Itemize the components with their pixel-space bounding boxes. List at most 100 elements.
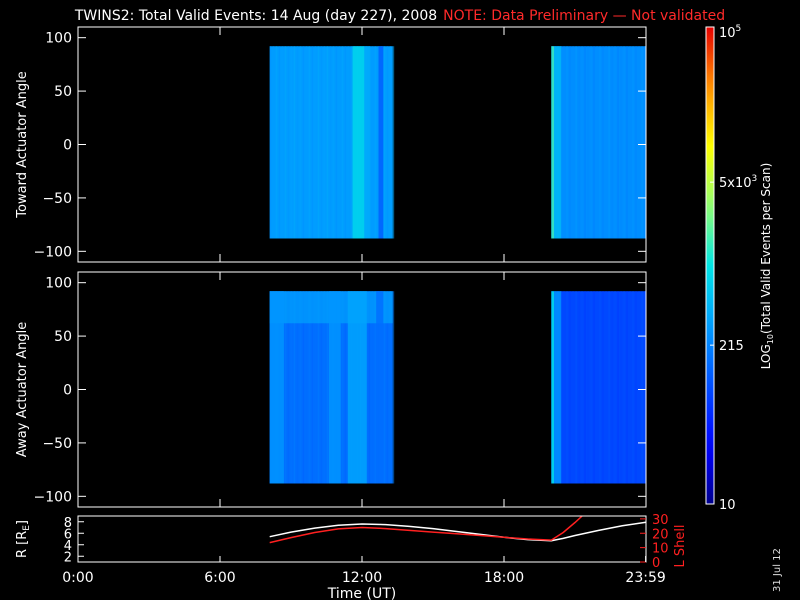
orbit-ytick-left-label: 2 xyxy=(64,550,72,565)
toward-texture-column xyxy=(311,46,314,239)
toward-texture-column xyxy=(326,46,329,239)
toward-texture-column xyxy=(590,46,592,239)
orbit-ytick-right-label: 10 xyxy=(652,542,669,557)
toward-ylabel: Toward Actuator Angle xyxy=(15,71,30,218)
toward-texture-column xyxy=(383,46,386,239)
away-texture-column xyxy=(572,291,574,484)
away-stripe-1-1 xyxy=(554,291,562,484)
colorbar-tick-label: 215 xyxy=(719,339,744,354)
away-texture-column xyxy=(284,291,287,484)
toward-texture-column xyxy=(386,46,389,239)
toward-texture-column xyxy=(284,46,287,239)
toward-texture-column xyxy=(317,46,320,239)
away-texture-column xyxy=(326,291,329,484)
away-texture-column xyxy=(644,291,646,484)
away-texture-column xyxy=(296,291,299,484)
toward-texture-column xyxy=(335,46,338,239)
toward-texture-column xyxy=(614,46,616,239)
away-texture-column xyxy=(320,291,323,484)
away-texture-column xyxy=(614,291,616,484)
away-texture-column xyxy=(566,291,568,484)
away-texture-column xyxy=(389,291,392,484)
away-texture-column xyxy=(617,291,619,484)
away-texture-column xyxy=(563,291,565,484)
away-texture-column xyxy=(608,291,610,484)
toward-texture-column xyxy=(371,46,374,239)
orbit-ytick-right-label: 0 xyxy=(652,556,660,571)
away-texture-column xyxy=(602,291,604,484)
toward-texture-column xyxy=(341,46,344,239)
away-stripe-1-0 xyxy=(551,291,555,484)
away-stripe-0-3 xyxy=(376,291,384,484)
toward-texture-column xyxy=(638,46,640,239)
away-texture-column xyxy=(596,291,598,484)
toward-ytick-label: 100 xyxy=(45,31,72,47)
orbit-ytick-left-label: 4 xyxy=(64,539,72,554)
toward-texture-column xyxy=(623,46,625,239)
colorbar-tick-label: 5x103 xyxy=(719,174,757,191)
plot-datestamp: 31 Jul 12 xyxy=(772,548,783,592)
toward-texture-column xyxy=(629,46,631,239)
toward-texture-column xyxy=(290,46,293,239)
away-texture-column xyxy=(299,291,302,484)
toward-texture-column xyxy=(575,46,577,239)
away-texture-column xyxy=(638,291,640,484)
away-texture-column xyxy=(302,291,305,484)
toward-texture-column xyxy=(578,46,580,239)
toward-texture-column xyxy=(602,46,604,239)
away-texture-column xyxy=(308,291,311,484)
toward-ytick-label: −50 xyxy=(42,191,72,207)
toward-texture-column xyxy=(626,46,628,239)
away-texture-column xyxy=(383,291,386,484)
toward-stripe-0-2 xyxy=(378,46,384,239)
toward-ytick-label: −100 xyxy=(34,244,72,260)
orbit-xtick-label: 0:00 xyxy=(62,570,93,586)
away-ytick-label: −50 xyxy=(42,436,72,452)
toward-texture-column xyxy=(338,46,341,239)
orbit-xtick-label: 23:59 xyxy=(625,570,665,586)
chart-title: TWINS2: Total Valid Events: 14 Aug (day … xyxy=(74,8,438,24)
toward-texture-column xyxy=(584,46,586,239)
away-texture-column xyxy=(593,291,595,484)
toward-texture-column xyxy=(350,46,353,239)
toward-texture-column xyxy=(302,46,305,239)
orbit-xtick-label: 18:00 xyxy=(484,570,524,586)
toward-texture-column xyxy=(281,46,284,239)
away-texture-column xyxy=(344,291,347,484)
toward-texture-column xyxy=(389,46,392,239)
toward-block-1 xyxy=(551,46,646,239)
away-texture-column xyxy=(578,291,580,484)
toward-texture-column xyxy=(596,46,598,239)
toward-texture-column xyxy=(347,46,350,239)
away-texture-column xyxy=(371,291,374,484)
toward-texture-column xyxy=(275,46,278,239)
orbit-ytick-right-label: 30 xyxy=(652,513,669,528)
away-texture-column xyxy=(314,291,317,484)
toward-texture-column xyxy=(329,46,332,239)
away-texture-column xyxy=(290,291,293,484)
colorbar-tick-label: 105 xyxy=(719,24,741,41)
toward-texture-column xyxy=(269,46,272,239)
toward-texture-column xyxy=(374,46,377,239)
away-texture-column xyxy=(605,291,607,484)
away-texture-column xyxy=(575,291,577,484)
toward-texture-column xyxy=(272,46,275,239)
toward-texture-column xyxy=(296,46,299,239)
l-shell-line xyxy=(269,515,583,544)
away-ylabel: Away Actuator Angle xyxy=(15,322,30,457)
toward-stripe-0-1 xyxy=(364,46,371,239)
away-texture-column xyxy=(626,291,628,484)
toward-texture-column xyxy=(332,46,335,239)
toward-texture-column xyxy=(605,46,607,239)
toward-texture-column xyxy=(587,46,589,239)
toward-stripe-1-0 xyxy=(551,46,555,239)
away-texture-column xyxy=(581,291,583,484)
orbit-ytick-left-label: 8 xyxy=(64,516,72,531)
away-texture-column xyxy=(374,291,377,484)
away-stripe-0-1 xyxy=(328,291,341,484)
away-texture-column xyxy=(569,291,571,484)
away-texture-column xyxy=(620,291,622,484)
colorbar-label: LOG10(Total Valid Events per Scan) xyxy=(759,163,775,370)
orbit-xtick-label: 12:00 xyxy=(342,570,382,586)
